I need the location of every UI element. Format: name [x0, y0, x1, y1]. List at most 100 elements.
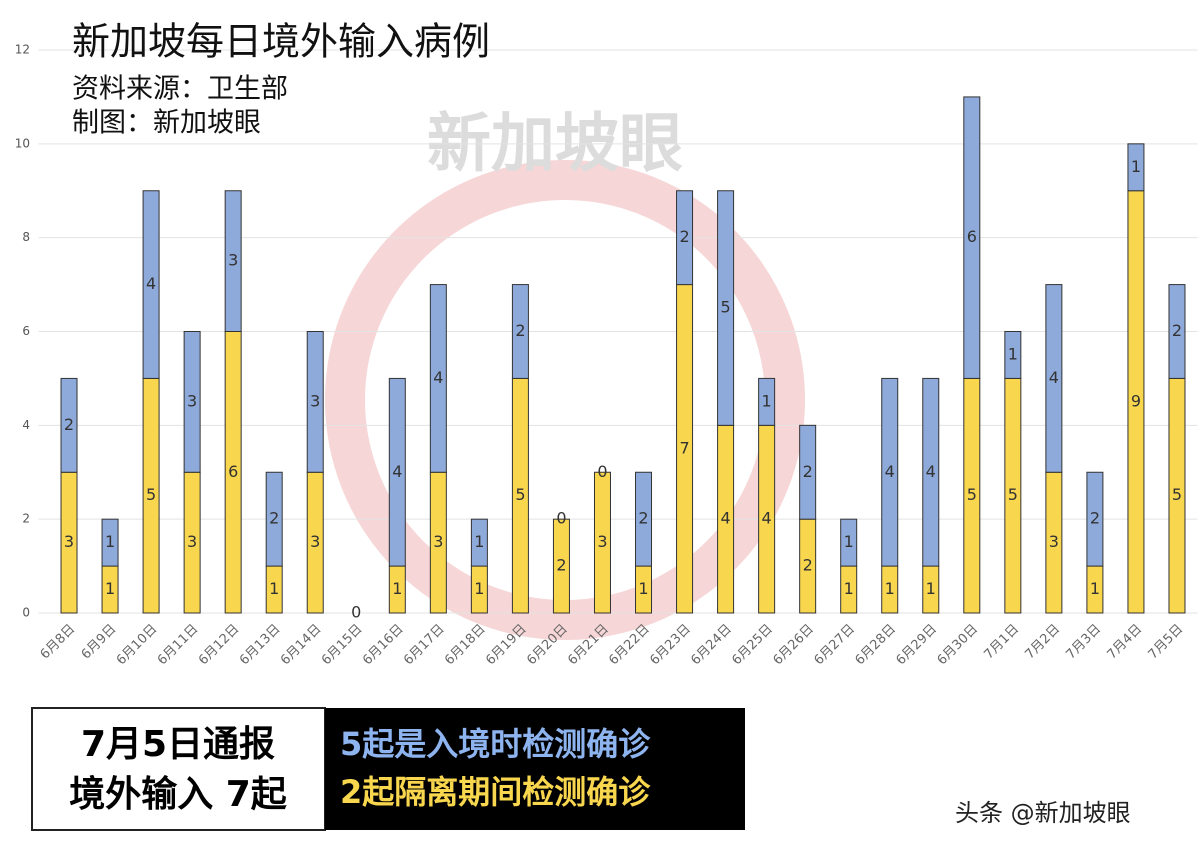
data-label: 1: [392, 579, 402, 598]
data-label: 4: [762, 509, 772, 528]
data-label: 1: [762, 391, 772, 410]
data-label: 6: [967, 227, 977, 246]
data-label: 1: [638, 579, 648, 598]
data-label: 3: [597, 532, 607, 551]
data-label: 3: [433, 532, 443, 551]
data-label: 5: [1172, 485, 1182, 504]
bar-segment: [758, 377, 776, 426]
bar-segment: [306, 331, 324, 473]
watermark-ring: [325, 160, 805, 640]
bar-segment: [1168, 284, 1186, 379]
data-label: 1: [269, 579, 279, 598]
bar-segment: [881, 377, 899, 567]
data-label: 4: [433, 368, 443, 387]
watermark: 新加坡眼: [427, 108, 683, 182]
data-label: 5: [146, 485, 156, 504]
bar-segment: [552, 518, 570, 614]
data-label: 3: [310, 391, 320, 410]
x-tick-label: 6月14日: [278, 622, 325, 669]
data-label: 1: [474, 579, 484, 598]
data-label: 1: [105, 579, 115, 598]
summary-left-box: [31, 707, 326, 831]
data-label: 1: [1090, 579, 1100, 598]
data-label: 1: [844, 579, 854, 598]
x-tick-label: 6月16日: [360, 622, 407, 669]
data-label: 4: [885, 462, 895, 481]
x-tick-label: 6月25日: [729, 622, 776, 669]
summary-text: 境外输入 7起: [69, 774, 288, 815]
bar-segment: [840, 518, 858, 567]
data-label: 2: [269, 509, 279, 528]
data-label: 3: [187, 391, 197, 410]
x-tick-label: 6月27日: [811, 622, 858, 669]
bar-segment: [593, 471, 611, 614]
data-label: 2: [803, 462, 813, 481]
bar-segment: [224, 190, 242, 332]
data-label: 3: [1049, 532, 1059, 551]
data-label: 7: [679, 438, 689, 457]
subtitle: 资料来源：卫生部: [72, 74, 288, 105]
x-tick-label: 6月10日: [114, 622, 161, 669]
x-tick-label: 6月18日: [442, 622, 489, 669]
bar-segment: [1086, 471, 1104, 567]
subtitle: 制图：新加坡眼: [72, 108, 261, 139]
chart-title: 新加坡每日境外输入病例: [72, 20, 490, 64]
x-tick-label: 6月8日: [38, 622, 79, 663]
y-tick-label: 2: [22, 512, 30, 526]
x-tick-label: 6月17日: [401, 622, 448, 669]
y-tick-label: 4: [22, 418, 30, 432]
bar-segment: [265, 471, 283, 567]
data-label: 1: [885, 579, 895, 598]
summary-text: 7月5日通报: [81, 724, 275, 765]
data-label: 1: [474, 532, 484, 551]
data-label: 5: [1008, 485, 1018, 504]
bar-segment: [183, 331, 201, 473]
y-tick-label: 8: [22, 230, 30, 244]
x-tick-label: 7月3日: [1064, 622, 1105, 663]
y-tick-label: 0: [22, 606, 30, 620]
data-label: 2: [638, 509, 648, 528]
data-label: 3: [64, 532, 74, 551]
x-tick-label: 6月11日: [155, 622, 202, 669]
x-tick-label: 7月1日: [981, 622, 1022, 663]
data-label: 5: [515, 485, 525, 504]
bar-segment: [799, 424, 817, 520]
x-tick-label: 6月15日: [319, 622, 366, 669]
data-label: 2: [1172, 321, 1182, 340]
x-tick-label: 7月4日: [1105, 622, 1146, 663]
data-label: 0: [556, 509, 566, 528]
bar-segment: [963, 96, 981, 379]
data-label: 0: [597, 462, 607, 481]
y-tick-label: 10: [15, 136, 30, 150]
bar-segment: [1045, 284, 1063, 473]
summary-right-box: [325, 708, 745, 830]
x-tick-label: 6月24日: [688, 622, 735, 669]
x-tick-label: 7月2日: [1022, 622, 1063, 663]
data-label: 2: [556, 556, 566, 575]
bar-segment: [1004, 331, 1022, 379]
x-tick-label: 6月13日: [237, 622, 284, 669]
data-label: 1: [105, 532, 115, 551]
summary-text: 2起隔离期间检测确诊: [340, 773, 651, 811]
x-tick-label: 6月12日: [196, 622, 243, 669]
bar-segment: [717, 190, 735, 426]
x-tick-label: 6月30日: [935, 622, 982, 669]
data-label: 1: [1008, 344, 1018, 363]
data-label: 2: [679, 227, 689, 246]
summary-text: 5起是入境时检测确诊: [340, 725, 651, 763]
data-label: 4: [1049, 368, 1059, 387]
data-label: 2: [64, 415, 74, 434]
data-label: 6: [228, 462, 238, 481]
bar-segment: [511, 284, 529, 379]
y-tick-label: 12: [15, 43, 30, 57]
y-tick-label: 6: [22, 324, 30, 338]
bar-segment: [101, 518, 119, 567]
x-tick-label: 7月5日: [1146, 622, 1187, 663]
data-label: 2: [515, 321, 525, 340]
data-label: 3: [228, 251, 238, 270]
data-label: 1: [926, 579, 936, 598]
bar-segment: [635, 471, 653, 567]
x-tick-label: 6月23日: [647, 622, 694, 669]
data-label: 5: [967, 485, 977, 504]
